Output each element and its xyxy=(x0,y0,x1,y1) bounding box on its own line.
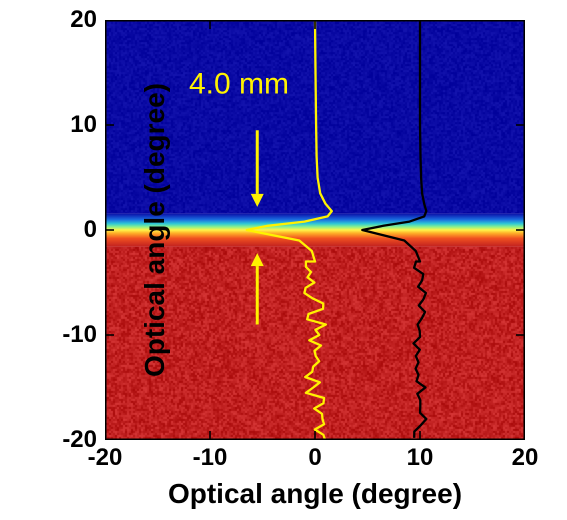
x-tick-label: 20 xyxy=(512,446,539,470)
y-tick-label: 20 xyxy=(70,8,97,32)
figure-root: { "chart": { "type": "heatmap_with_profi… xyxy=(0,0,567,520)
y-axis-label: Optical angle (degree) xyxy=(139,83,171,377)
y-tick-label: -20 xyxy=(62,428,97,452)
x-axis-label: Optical angle (degree) xyxy=(168,478,462,510)
y-tick-label: 0 xyxy=(84,218,97,242)
y-tick-label: -10 xyxy=(62,323,97,347)
x-tick-label: 10 xyxy=(407,446,434,470)
y-tick-label: 10 xyxy=(70,113,97,137)
annotation-text: 4.0 mm xyxy=(189,68,289,101)
x-tick-label: 0 xyxy=(308,446,321,470)
x-tick-label: -10 xyxy=(193,446,228,470)
